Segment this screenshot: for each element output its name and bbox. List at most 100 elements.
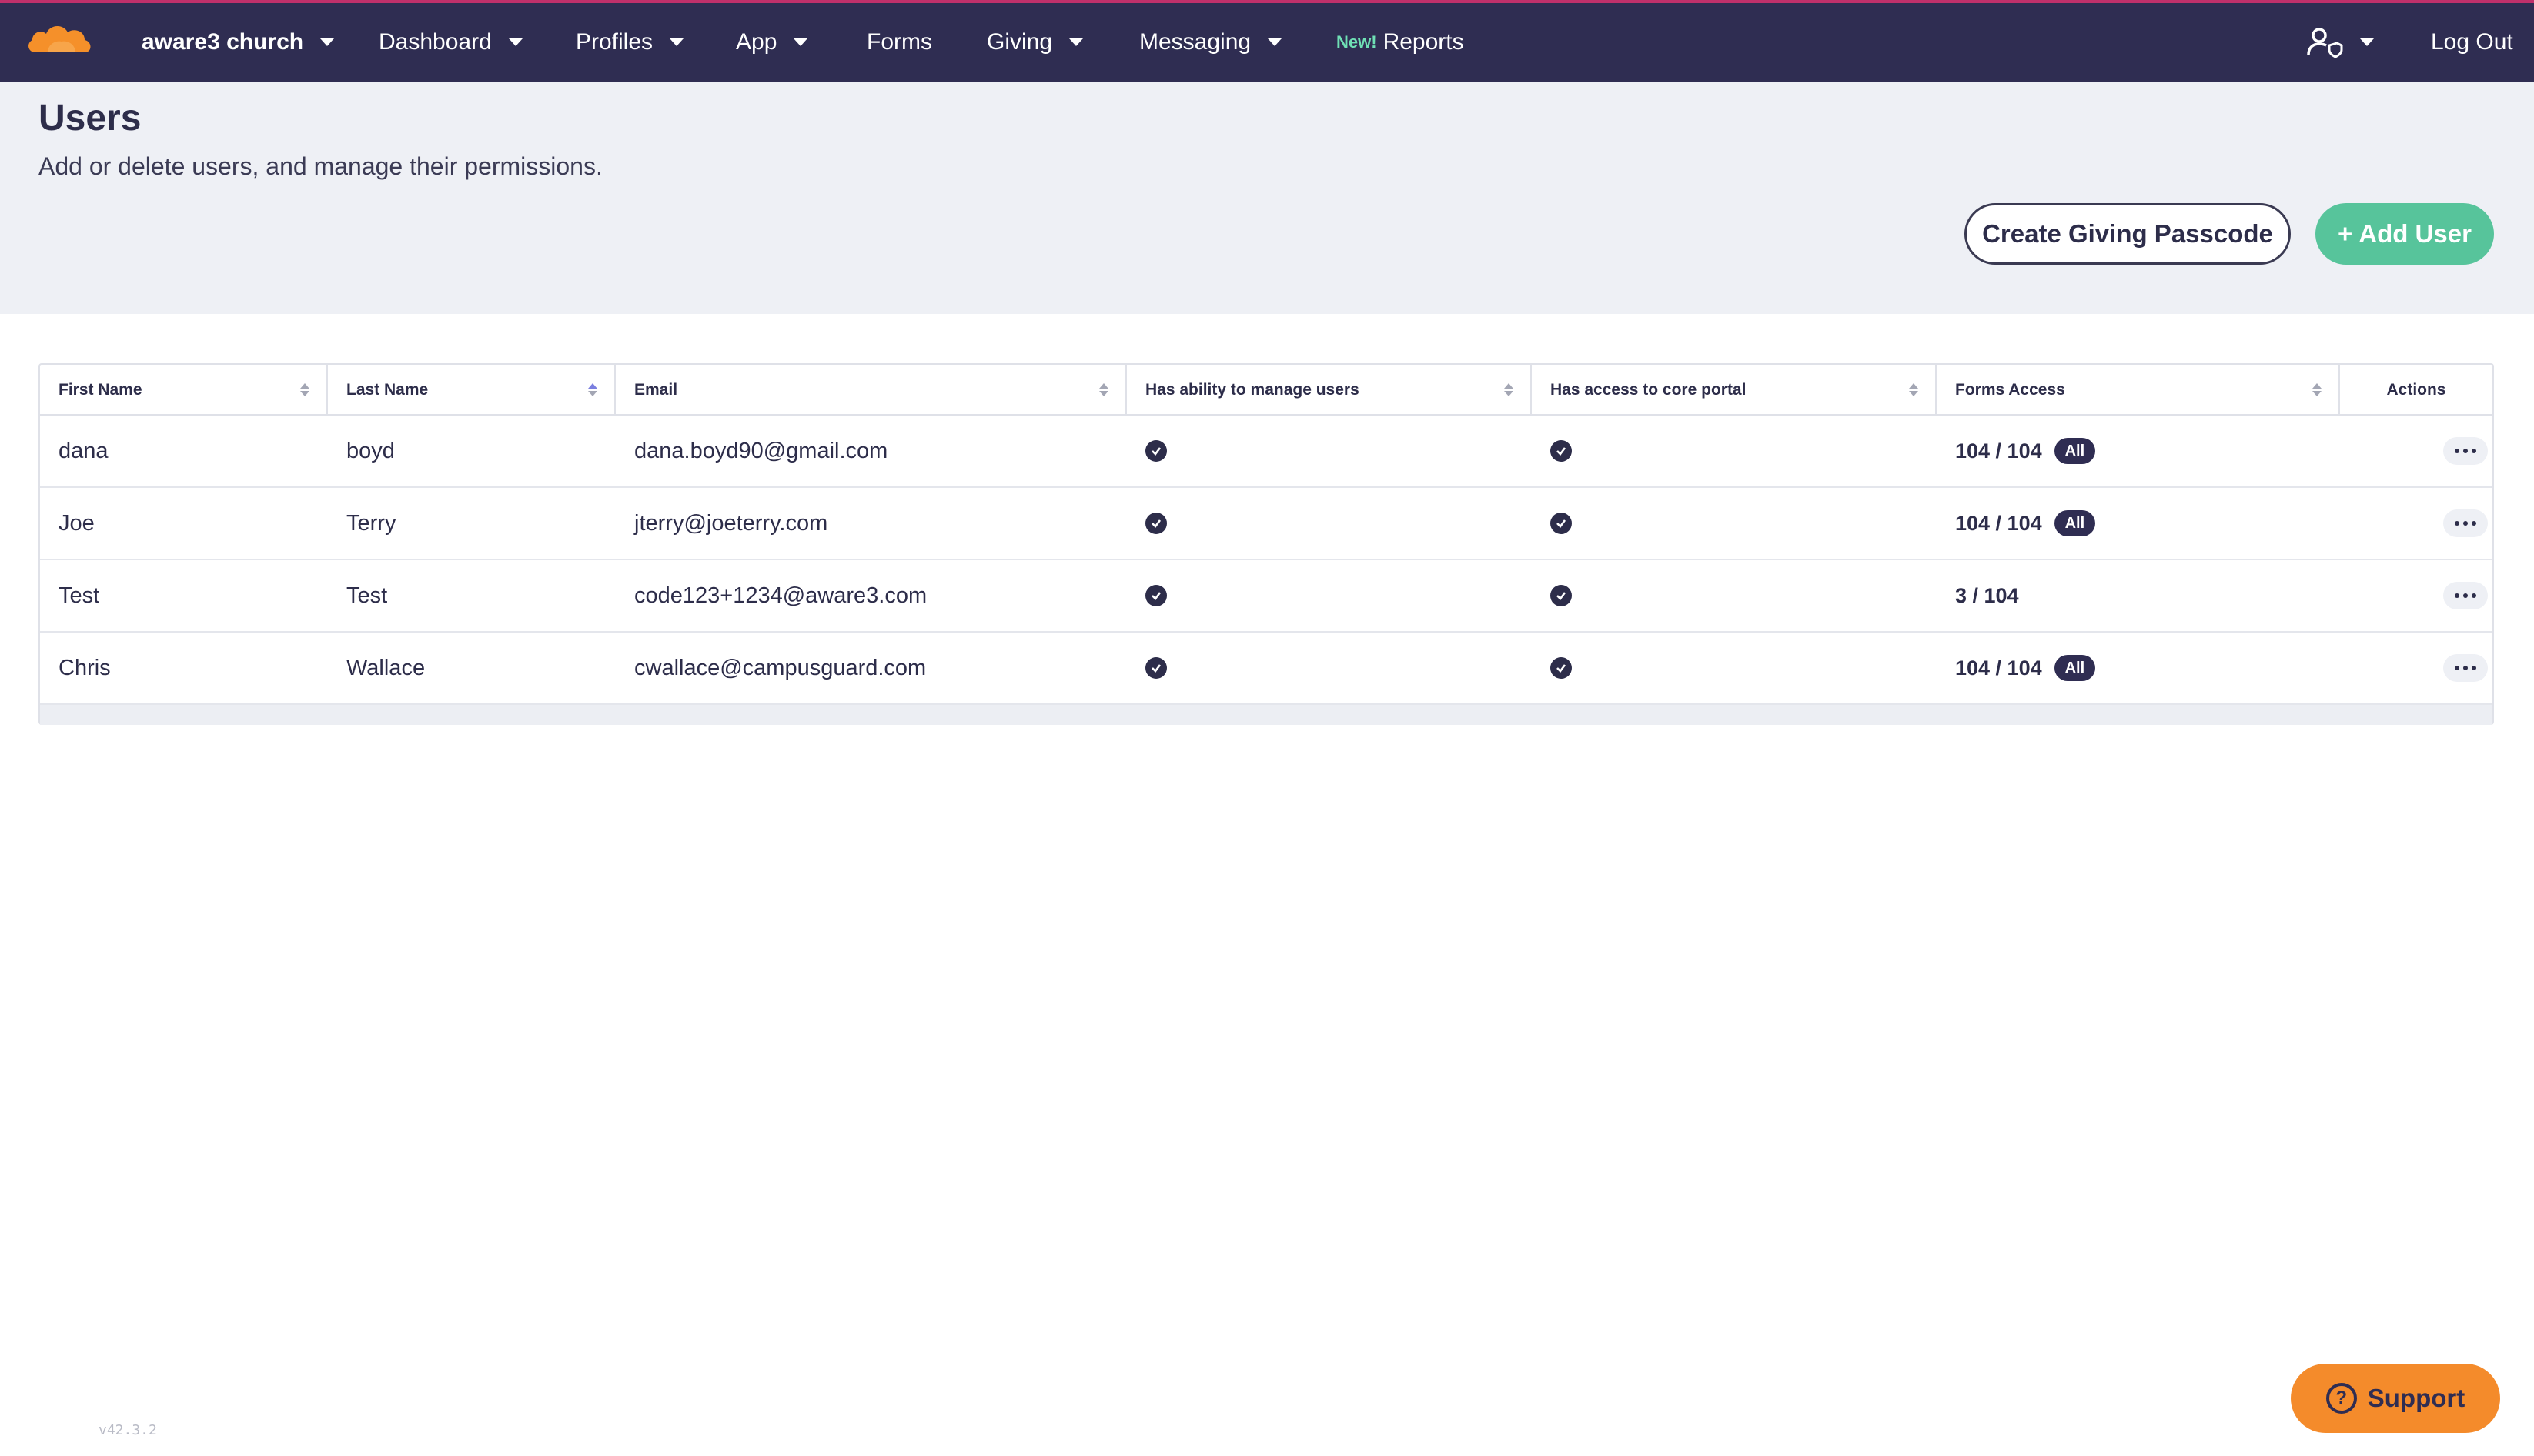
cell-last-name: boyd bbox=[346, 438, 395, 463]
check-circle-icon bbox=[1145, 585, 1167, 606]
chevron-down-icon bbox=[2360, 38, 2374, 46]
forms-count: 104 / 104 bbox=[1955, 656, 2042, 680]
check-circle-icon bbox=[1145, 657, 1167, 679]
chevron-down-icon bbox=[670, 38, 684, 46]
more-actions-icon[interactable] bbox=[2443, 582, 2488, 609]
nav-messaging-label: Messaging bbox=[1139, 29, 1252, 55]
sort-icon[interactable] bbox=[1909, 383, 1918, 397]
chevron-down-icon bbox=[1069, 38, 1084, 46]
table-row[interactable]: Chris Wallace cwallace@campusguard.com 1… bbox=[40, 633, 2492, 705]
cell-manage-users bbox=[1127, 560, 1167, 631]
account-menu[interactable] bbox=[2306, 3, 2374, 82]
sort-ascending-icon[interactable] bbox=[588, 383, 597, 397]
nav-reports[interactable]: New! Reports bbox=[1336, 3, 1464, 82]
nav-reports-label: Reports bbox=[1382, 29, 1464, 55]
cell-first-name: Joe bbox=[59, 510, 95, 536]
cell-email: cwallace@campusguard.com bbox=[634, 655, 927, 680]
check-circle-icon bbox=[1550, 657, 1572, 679]
column-label: First Name bbox=[59, 381, 142, 399]
forms-count: 104 / 104 bbox=[1955, 439, 2042, 463]
cell-first-name: dana bbox=[59, 438, 109, 463]
cell-manage-users bbox=[1127, 416, 1167, 486]
nav-giving-label: Giving bbox=[987, 29, 1053, 55]
column-label: Has ability to manage users bbox=[1145, 381, 1359, 399]
cell-core-portal bbox=[1532, 416, 1572, 486]
cell-core-portal bbox=[1532, 488, 1572, 559]
column-label: Last Name bbox=[346, 381, 429, 399]
nav-app-label: App bbox=[736, 29, 777, 55]
column-header-manage-users[interactable]: Has ability to manage users bbox=[1127, 365, 1532, 416]
add-user-button[interactable]: + Add User bbox=[2315, 203, 2494, 265]
new-badge: New! bbox=[1336, 32, 1377, 52]
column-label: Has access to core portal bbox=[1550, 381, 1747, 399]
column-header-actions: Actions bbox=[2340, 365, 2492, 416]
column-header-core-portal[interactable]: Has access to core portal bbox=[1532, 365, 1937, 416]
check-circle-icon bbox=[1550, 513, 1572, 534]
nav-messaging[interactable]: Messaging bbox=[1139, 3, 1282, 82]
cell-email: jterry@joeterry.com bbox=[634, 510, 828, 536]
help-circle-icon: ? bbox=[2325, 1383, 2357, 1414]
column-header-forms-access[interactable]: Forms Access bbox=[1937, 365, 2340, 416]
check-circle-icon bbox=[1145, 440, 1167, 462]
table-row[interactable]: Test Test code123+1234@aware3.com 3 / 10… bbox=[40, 560, 2492, 633]
more-actions-icon[interactable] bbox=[2443, 654, 2488, 682]
table-row[interactable]: dana boyd dana.boyd90@gmail.com 104 / 10… bbox=[40, 416, 2492, 488]
user-shield-icon bbox=[2307, 28, 2343, 58]
forms-count: 3 / 104 bbox=[1955, 583, 2019, 607]
top-navbar: aware3 church Dashboard Profiles App For… bbox=[0, 0, 2534, 82]
nav-profiles[interactable]: Profiles bbox=[576, 3, 684, 82]
chevron-down-icon bbox=[320, 38, 335, 46]
sort-icon[interactable] bbox=[300, 383, 309, 397]
table-row[interactable]: Joe Terry jterry@joeterry.com 104 / 104 … bbox=[40, 488, 2492, 560]
cell-manage-users bbox=[1127, 488, 1167, 559]
cell-actions bbox=[2443, 416, 2488, 486]
chevron-down-icon bbox=[794, 38, 808, 46]
cell-first-name: Test bbox=[59, 583, 100, 608]
sort-icon[interactable] bbox=[1099, 383, 1108, 397]
page-header bbox=[0, 82, 2534, 314]
column-label: Actions bbox=[2386, 381, 2446, 399]
support-button[interactable]: ? Support bbox=[2291, 1364, 2500, 1433]
all-badge: All bbox=[2054, 438, 2096, 464]
column-header-email[interactable]: Email bbox=[616, 365, 1127, 416]
check-circle-icon bbox=[1145, 513, 1167, 534]
version-label: v42.3.2 bbox=[99, 1422, 157, 1438]
cell-forms-access: 104 / 104 All bbox=[1937, 633, 2096, 703]
cell-manage-users bbox=[1127, 633, 1167, 703]
sort-icon[interactable] bbox=[1504, 383, 1513, 397]
chevron-down-icon bbox=[508, 38, 523, 46]
org-switcher[interactable]: aware3 church bbox=[142, 3, 335, 82]
all-badge: All bbox=[2054, 655, 2096, 681]
table-header: First Name Last Name Email Has ability t… bbox=[40, 365, 2492, 416]
check-circle-icon bbox=[1550, 440, 1572, 462]
nav-giving[interactable]: Giving bbox=[987, 3, 1084, 82]
more-actions-icon[interactable] bbox=[2443, 437, 2488, 465]
column-label: Forms Access bbox=[1955, 381, 2065, 399]
column-header-first-name[interactable]: First Name bbox=[40, 365, 328, 416]
cell-actions bbox=[2443, 488, 2488, 559]
org-name: aware3 church bbox=[142, 29, 304, 55]
nav-dashboard[interactable]: Dashboard bbox=[379, 3, 523, 82]
sort-icon[interactable] bbox=[2312, 383, 2322, 397]
cell-actions bbox=[2443, 633, 2488, 703]
cell-forms-access: 104 / 104 All bbox=[1937, 416, 2096, 486]
create-giving-passcode-button[interactable]: Create Giving Passcode bbox=[1964, 203, 2291, 265]
column-header-last-name[interactable]: Last Name bbox=[328, 365, 616, 416]
cell-last-name: Terry bbox=[346, 510, 396, 536]
cell-email: code123+1234@aware3.com bbox=[634, 583, 928, 608]
page-title: Users bbox=[38, 98, 142, 139]
more-actions-icon[interactable] bbox=[2443, 509, 2488, 537]
nav-forms[interactable]: Forms bbox=[867, 3, 932, 82]
nav-dashboard-label: Dashboard bbox=[379, 29, 492, 55]
forms-count: 104 / 104 bbox=[1955, 511, 2042, 535]
cell-forms-access: 104 / 104 All bbox=[1937, 488, 2096, 559]
cell-core-portal bbox=[1532, 560, 1572, 631]
cell-first-name: Chris bbox=[59, 655, 111, 680]
table-footer bbox=[40, 705, 2492, 725]
nav-profiles-label: Profiles bbox=[576, 29, 654, 55]
check-circle-icon bbox=[1550, 585, 1572, 606]
nav-app[interactable]: App bbox=[736, 3, 808, 82]
aware3-logo-icon[interactable] bbox=[25, 18, 99, 66]
logout-link[interactable]: Log Out bbox=[2431, 3, 2513, 82]
